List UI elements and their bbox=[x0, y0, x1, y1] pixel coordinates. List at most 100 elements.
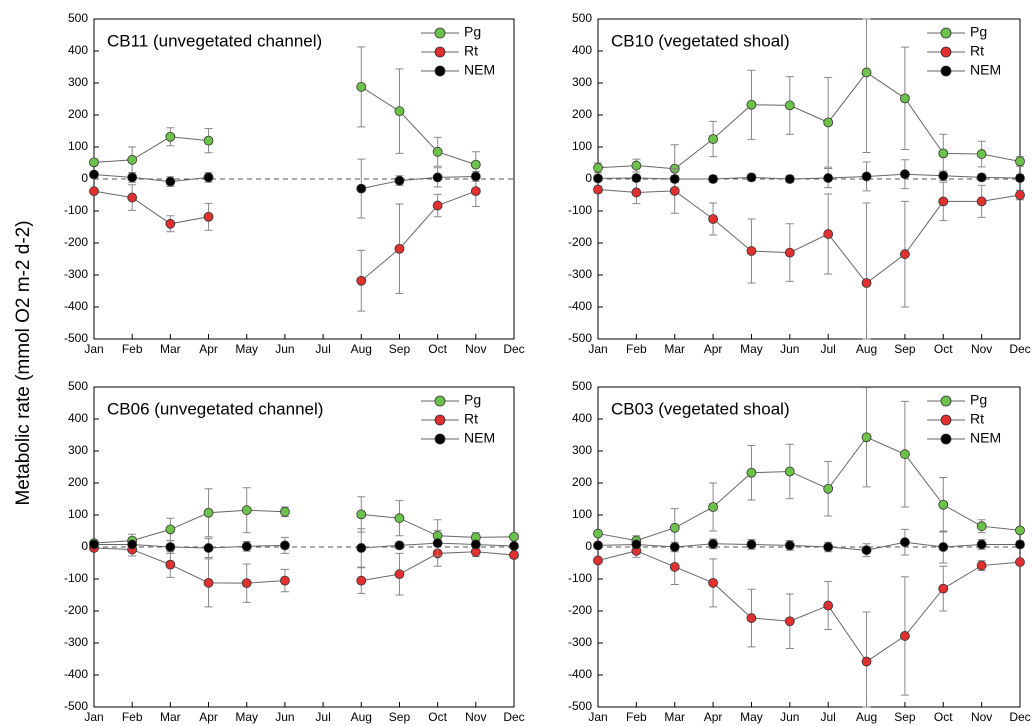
x-tick-label: Jan bbox=[84, 710, 103, 724]
data-point bbox=[784, 100, 795, 111]
x-tick-label: Sep bbox=[894, 710, 916, 724]
x-tick-label: Jun bbox=[275, 710, 294, 724]
data-point bbox=[203, 172, 214, 183]
y-tick-label: -500 bbox=[568, 331, 592, 345]
series-line bbox=[93, 547, 515, 584]
x-tick-label: Dec bbox=[503, 342, 524, 356]
y-tick-label: 300 bbox=[68, 75, 88, 89]
y-tick-label: -200 bbox=[568, 235, 592, 249]
x-tick-label: Dec bbox=[1009, 342, 1030, 356]
x-tick-label: Jun bbox=[275, 342, 294, 356]
series-line bbox=[597, 189, 1021, 284]
data-point bbox=[861, 171, 872, 182]
y-tick-label: -300 bbox=[568, 267, 592, 281]
y-tick-label: -400 bbox=[568, 667, 592, 681]
data-point bbox=[356, 575, 367, 586]
legend-marker bbox=[434, 65, 446, 77]
series-line bbox=[597, 541, 1020, 551]
data-point bbox=[746, 246, 757, 256]
x-tick-label: May bbox=[235, 342, 258, 356]
data-point bbox=[593, 184, 603, 195]
y-tick-label: -100 bbox=[568, 203, 592, 217]
series-line bbox=[93, 86, 476, 166]
y-tick-label: 0 bbox=[81, 539, 88, 553]
data-point bbox=[470, 159, 481, 170]
series-line bbox=[597, 173, 1021, 180]
data-point bbox=[470, 186, 481, 197]
y-tick-label: -100 bbox=[64, 571, 88, 585]
data-point bbox=[938, 170, 949, 181]
series-line bbox=[597, 71, 1021, 170]
x-tick-label: Aug bbox=[856, 342, 877, 356]
data-point bbox=[900, 169, 910, 180]
data-point bbox=[470, 171, 481, 182]
panel-title: CB06 (unvegetated channel) bbox=[107, 399, 323, 418]
series-line bbox=[597, 550, 1021, 663]
y-tick-label: 100 bbox=[572, 139, 592, 153]
data-point bbox=[708, 502, 718, 512]
data-point bbox=[823, 229, 834, 239]
data-point bbox=[394, 569, 405, 580]
data-point bbox=[509, 541, 519, 551]
y-tick-label: 400 bbox=[68, 411, 88, 425]
series-line bbox=[93, 174, 476, 190]
data-point bbox=[976, 521, 987, 532]
data-point bbox=[938, 196, 949, 207]
data-point bbox=[280, 540, 290, 551]
legend-marker bbox=[434, 414, 446, 426]
y-tick-label: 500 bbox=[68, 11, 88, 25]
data-point bbox=[938, 148, 949, 159]
y-tick-label: 200 bbox=[68, 475, 88, 489]
data-point bbox=[746, 467, 757, 478]
y-tick-label: 300 bbox=[68, 443, 88, 457]
data-point bbox=[746, 613, 757, 623]
data-point bbox=[823, 542, 834, 552]
y-tick-label: 200 bbox=[68, 107, 88, 121]
data-point bbox=[432, 146, 443, 157]
data-point bbox=[708, 174, 718, 184]
data-point bbox=[89, 539, 99, 550]
data-point bbox=[394, 175, 405, 186]
x-tick-label: Oct bbox=[428, 710, 447, 724]
x-tick-label: Apr bbox=[704, 342, 723, 356]
data-point bbox=[784, 466, 795, 477]
data-point bbox=[203, 543, 214, 553]
legend-label: Pg bbox=[464, 24, 481, 40]
data-point bbox=[280, 506, 290, 517]
x-tick-label: Jan bbox=[588, 342, 607, 356]
x-tick-label: Mar bbox=[160, 342, 181, 356]
y-tick-label: 400 bbox=[572, 411, 592, 425]
x-tick-label: Nov bbox=[971, 342, 992, 356]
x-tick-label: Feb bbox=[626, 710, 647, 724]
y-tick-label: 200 bbox=[572, 107, 592, 121]
legend-label: Pg bbox=[970, 392, 987, 408]
data-point bbox=[432, 200, 443, 211]
x-tick-label: Nov bbox=[465, 342, 486, 356]
data-point bbox=[1015, 156, 1025, 167]
data-point bbox=[241, 541, 252, 552]
data-point bbox=[669, 561, 680, 572]
data-point bbox=[746, 99, 757, 110]
error-bar bbox=[862, 202, 871, 340]
data-point bbox=[784, 174, 795, 184]
data-point bbox=[509, 531, 519, 542]
data-point bbox=[976, 172, 987, 183]
legend-marker bbox=[940, 27, 952, 39]
x-tick-label: Jun bbox=[780, 710, 799, 724]
data-point bbox=[509, 550, 519, 560]
data-point bbox=[593, 173, 603, 184]
data-point bbox=[669, 185, 680, 196]
legend-marker bbox=[940, 414, 952, 426]
y-tick-label: -300 bbox=[64, 267, 88, 281]
legend-label: Rt bbox=[464, 43, 478, 59]
x-tick-label: Jul bbox=[315, 710, 330, 724]
data-point bbox=[669, 542, 680, 552]
data-point bbox=[356, 81, 367, 92]
x-tick-label: May bbox=[740, 710, 763, 724]
panel-title: CB10 (vegetated shoal) bbox=[611, 31, 790, 50]
y-tick-label: -300 bbox=[568, 635, 592, 649]
data-point bbox=[127, 192, 138, 203]
data-point bbox=[1015, 190, 1025, 200]
data-point bbox=[470, 539, 481, 550]
